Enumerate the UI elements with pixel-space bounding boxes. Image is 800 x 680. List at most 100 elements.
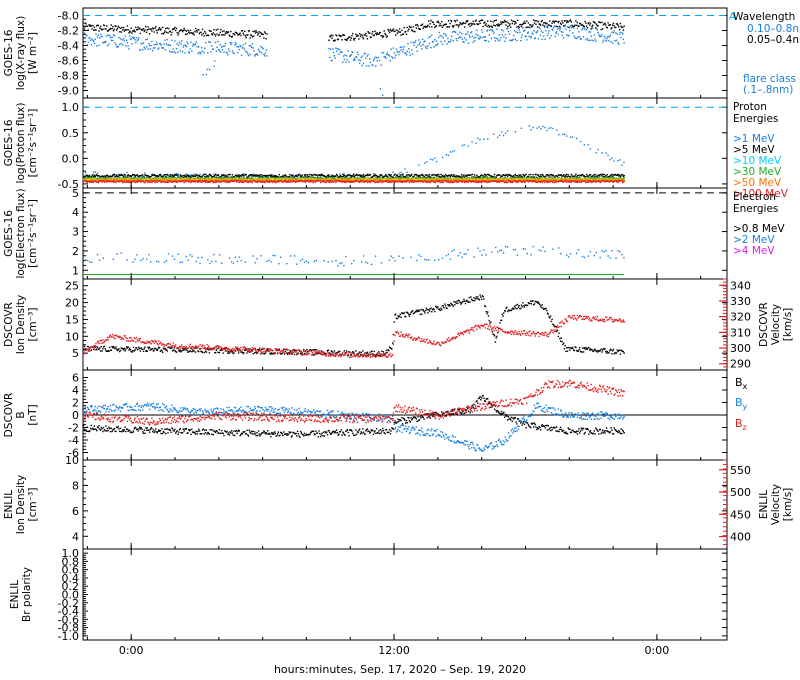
data-point bbox=[457, 179, 460, 181]
data-point bbox=[331, 37, 333, 39]
data-point bbox=[258, 31, 260, 33]
data-point bbox=[347, 181, 349, 183]
data-point bbox=[355, 33, 357, 35]
data-point bbox=[457, 175, 459, 177]
data-point bbox=[556, 20, 558, 23]
data-point bbox=[232, 33, 234, 35]
data-point bbox=[359, 62, 361, 64]
data-point bbox=[138, 175, 140, 177]
data-point bbox=[120, 179, 122, 181]
data-point bbox=[469, 174, 471, 176]
data-point bbox=[507, 173, 510, 176]
data-point bbox=[438, 173, 440, 176]
data-point bbox=[203, 178, 205, 180]
data-point bbox=[378, 32, 381, 34]
data-point bbox=[361, 179, 363, 181]
data-point bbox=[221, 175, 223, 177]
data-point bbox=[444, 180, 447, 182]
data-point bbox=[441, 181, 443, 184]
data-point bbox=[575, 37, 577, 39]
data-point bbox=[216, 180, 218, 182]
data-point bbox=[487, 177, 490, 179]
data-point bbox=[235, 43, 237, 45]
data-point bbox=[267, 181, 269, 183]
data-point bbox=[401, 178, 404, 181]
data-point bbox=[210, 30, 212, 32]
data-point bbox=[128, 179, 130, 181]
data-point bbox=[441, 26, 444, 28]
data-point bbox=[517, 178, 520, 180]
data-point bbox=[384, 56, 386, 58]
data-point bbox=[546, 25, 548, 27]
data-point bbox=[590, 177, 592, 179]
data-point bbox=[243, 47, 245, 49]
data-point bbox=[148, 43, 150, 45]
data-point bbox=[227, 177, 230, 179]
data-point bbox=[161, 46, 163, 49]
data-point bbox=[389, 175, 392, 177]
data-point bbox=[185, 176, 188, 178]
data-point bbox=[313, 180, 315, 182]
data-point bbox=[392, 180, 395, 182]
data-point bbox=[250, 174, 253, 176]
data-point bbox=[300, 180, 303, 183]
data-point bbox=[178, 178, 181, 181]
data-point bbox=[464, 180, 467, 182]
data-point bbox=[363, 52, 365, 55]
data-point bbox=[476, 179, 478, 181]
data-point bbox=[520, 180, 522, 182]
data-point bbox=[556, 129, 558, 131]
data-point bbox=[139, 27, 141, 29]
data-point bbox=[129, 175, 132, 177]
data-point bbox=[298, 180, 300, 183]
data-point bbox=[228, 50, 231, 52]
data-point bbox=[89, 179, 91, 181]
data-point bbox=[432, 177, 434, 179]
data-point bbox=[404, 178, 406, 180]
data-point bbox=[457, 33, 459, 35]
data-point bbox=[506, 179, 508, 181]
data-point bbox=[343, 174, 346, 177]
data-point bbox=[470, 174, 472, 176]
data-point bbox=[337, 176, 339, 179]
data-point bbox=[524, 179, 526, 181]
data-point bbox=[260, 176, 262, 178]
data-point bbox=[353, 173, 355, 175]
data-point bbox=[491, 26, 493, 29]
data-point bbox=[392, 57, 394, 59]
data-point bbox=[207, 179, 209, 181]
data-point bbox=[93, 174, 96, 177]
data-point bbox=[226, 177, 228, 180]
data-point bbox=[178, 44, 180, 46]
data-point bbox=[510, 177, 513, 179]
data-point bbox=[463, 180, 465, 182]
data-point bbox=[600, 28, 602, 31]
data-point bbox=[344, 177, 346, 179]
data-point bbox=[428, 175, 430, 178]
data-point bbox=[473, 178, 475, 180]
data-point bbox=[183, 44, 185, 46]
data-point bbox=[93, 26, 96, 28]
data-point bbox=[503, 19, 506, 22]
data-point bbox=[418, 174, 421, 177]
data-point bbox=[451, 174, 453, 176]
data-point bbox=[368, 179, 370, 181]
data-point bbox=[559, 29, 561, 31]
data-point bbox=[154, 181, 156, 184]
data-point bbox=[466, 33, 468, 35]
data-point bbox=[570, 27, 572, 29]
data-point bbox=[177, 51, 179, 53]
data-point bbox=[603, 176, 605, 179]
data-point bbox=[273, 180, 275, 182]
data-point bbox=[559, 178, 561, 180]
data-point bbox=[224, 180, 226, 182]
data-point bbox=[406, 179, 408, 181]
data-point bbox=[244, 179, 246, 182]
data-point bbox=[434, 177, 436, 179]
data-point bbox=[338, 34, 340, 36]
data-point bbox=[159, 29, 162, 31]
data-point bbox=[541, 19, 543, 22]
data-point bbox=[520, 127, 523, 129]
data-point bbox=[201, 50, 204, 52]
data-point bbox=[621, 179, 623, 181]
